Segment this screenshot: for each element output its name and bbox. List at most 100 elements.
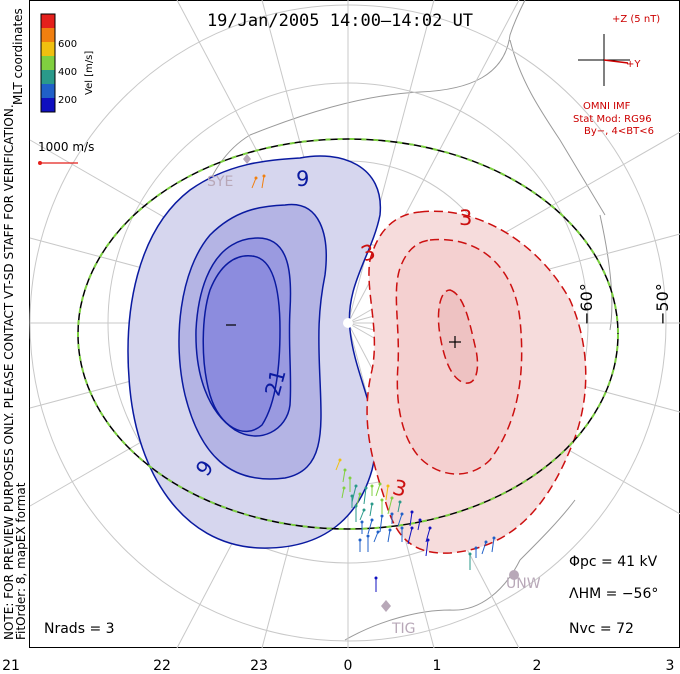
fit-statistics: Φpc = 41 kV ΛHM = −56° Nvc = 72 Nrads = … [44,554,658,637]
mlt-axis: 21 22 23 0 1 2 3 [2,658,674,674]
velocity-vector-origin [350,494,354,498]
imf-z-label: +Z (5 nT) [612,14,660,25]
velocity-vector-origin [398,500,402,504]
fit-order-label: FitOrder: 8, mapEX format [14,482,28,640]
colorbar-segment [41,14,55,28]
velocity-vector-origin [390,512,394,516]
coordinate-system-label: MLT coordinates [11,8,25,105]
velocity-vector-origin [380,498,384,502]
coastline [199,0,613,641]
velocity-vector [385,485,389,501]
velocity-vector-origin [262,174,266,178]
imf-y-label: +Y [626,59,641,70]
imf-vector [603,59,629,64]
latitude-label-50: −50° [653,283,672,325]
velocity-vector-origin [358,492,362,496]
velocity-vector [481,541,487,555]
station-label-tig: TIG [391,621,416,637]
negative-contours [127,155,381,549]
mlt-tick-1: 1 [433,658,442,674]
velocity-vector [373,531,379,543]
velocity-vector [397,501,401,513]
positive-potential-cell [366,210,587,554]
velocity-vector-origin [360,520,364,524]
scale-vector-label: 1000 m/s [38,140,94,154]
velocity-vector-origin [364,486,368,490]
colorbar-segment [41,56,55,70]
velocity-vector-origin [348,476,352,480]
mlt-tick-3: 3 [666,658,675,674]
velocity-vector [335,459,341,471]
velocity-vector [425,539,429,557]
velocity-vector-origin [254,176,258,180]
positive-contours [366,210,587,554]
mlt-tick-22: 22 [153,658,171,674]
velocity-vector-origin [428,526,432,530]
velocity-vector-origin [370,502,374,506]
velocity-vector-origin [388,528,392,532]
station-markers [243,154,519,612]
velocity-vector [409,511,413,527]
contour-label-pos-top: 3 [459,206,472,230]
station-label-sye: SYE [207,174,233,190]
velocity-vector-origin [492,536,496,540]
velocity-vector [261,175,265,189]
velocity-vector-origin [358,538,362,542]
velocity-vector-origin [342,486,346,490]
station-label-unw: UNW [506,576,541,592]
preview-note: NOTE: FOR PREVIEW PURPOSES ONLY. PLEASE … [2,104,16,640]
velocity-vector-origin [410,510,414,514]
velocity-vector-origin [410,526,414,530]
mlt-tick-2: 2 [533,658,542,674]
velocity-vector [387,529,391,543]
velocity-vector [375,483,381,497]
mlt-tick-0: 0 [344,658,353,674]
velocity-vector-origin [474,546,478,550]
colorbar-segment [41,42,55,56]
imf-clock: +Z (5 nT) +Y OMNI IMF Stat Mod: RG96 By−… [573,14,660,137]
velocity-vector-origin [484,540,488,544]
velocity-vector-origin [374,576,378,580]
velocity-vector-origin [378,482,382,486]
colorbar-tick-600: 600 [58,39,77,50]
velocity-vector-origin [468,552,472,556]
colorbar-segment [41,28,55,42]
colorbar-tick-200: 200 [58,95,77,106]
polar-cap-potential: Φpc = 41 kV [569,554,658,570]
velocity-vector [251,177,257,189]
maximum-marker [449,336,461,348]
velocity-vector-origin [380,514,384,518]
colorbar-segment [41,70,55,84]
vector-count: Nvc = 72 [569,621,634,637]
hm-boundary-dash [77,138,619,530]
velocity-vector [359,509,365,521]
stat-model: Stat Mod: RG96 [573,114,652,125]
velocity-vector [351,485,357,503]
station-labels: SYE UNW TIG [207,174,541,637]
mlt-tick-23: 23 [250,658,268,674]
velocity-vector [417,519,421,531]
hm-latitude: ΛHM = −56° [569,586,658,602]
velocity-vector-origin [376,530,380,534]
velocity-vector-origin [338,458,342,462]
velocity-vector-origin [370,484,374,488]
velocity-vector [369,503,373,517]
velocity-vector [379,515,383,533]
velocity-vector [407,527,413,545]
velocity-vector-origin [366,534,370,538]
velocity-vector-origin [426,538,430,542]
velocity-vector [397,513,403,527]
velocity-vector-origin [400,526,404,530]
velocity-vector [342,469,346,483]
contour-labels: 9 21 9 3 3 3 [191,167,472,502]
velocity-vector [341,487,345,499]
map-title: 19/Jan/2005 14:00–14:02 UT [207,11,473,31]
imf-source: OMNI IMF [583,101,631,112]
negative-potential-cell [127,155,381,549]
mlt-tick-21: 21 [2,658,20,674]
contour-label-neg-top: 9 [296,167,309,191]
latitude-label-60: −60° [577,283,596,325]
velocity-vectors [251,174,496,592]
contour-label-pos-bottom: 3 [390,475,409,502]
